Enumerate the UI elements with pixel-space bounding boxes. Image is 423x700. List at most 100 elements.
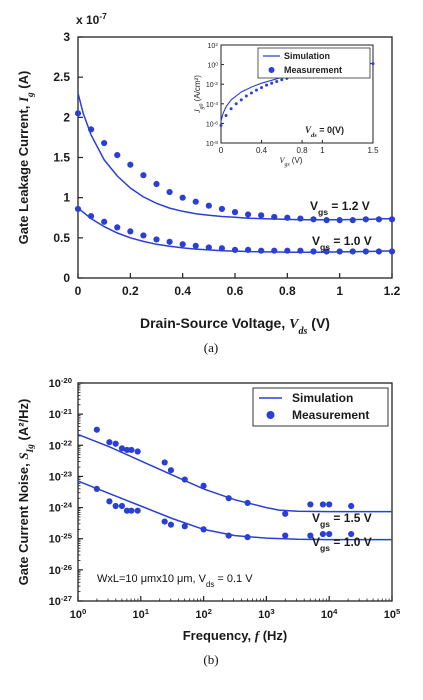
measurement-point-a-0	[127, 161, 134, 168]
measurement-point-b-0	[244, 499, 251, 506]
inset-y-tick-label: 10-2	[206, 81, 218, 90]
inset-measurement-point	[260, 86, 264, 90]
inset-measurement-point	[275, 79, 279, 83]
measurement-point-a-1	[166, 238, 173, 245]
measurement-point-a-1	[349, 248, 356, 255]
legend-dot-b	[266, 411, 275, 419]
y-tick-label-b: 10-22	[49, 438, 72, 453]
y-tick-label-a: 3	[63, 30, 70, 44]
measurement-point-a-1	[362, 248, 369, 255]
y-axis-label-b: Gate Current Noise, SIg (A²/Hz)	[16, 399, 36, 586]
x-tick-label-a: 1	[336, 284, 343, 298]
y-tick-label-a: 1	[63, 191, 70, 205]
inset-measurement-point	[244, 94, 248, 98]
y-multiplier-a: x 10-7	[76, 11, 107, 27]
plot-frame-b	[77, 382, 393, 602]
inset-y-axis-label: Jg0 (A/cm²)	[193, 75, 205, 113]
measurement-point-a-1	[87, 213, 95, 220]
measurement-point-b-1	[200, 526, 207, 533]
legend-box-b	[252, 387, 389, 427]
measurement-point-a-0	[388, 216, 396, 223]
measurement-point-a-1	[127, 228, 134, 235]
measurement-point-b-1	[167, 521, 175, 528]
panel-b: 10-20 10-21 10-22 10-23 10-24 10-25 10-26 10-27…	[16, 376, 401, 644]
measurement-point-b-0	[128, 446, 135, 454]
x-tick-label-b: 104	[321, 607, 338, 622]
measurement-point-b-0	[225, 495, 232, 502]
measurement-point-b-1	[319, 530, 327, 538]
measurement-point-a-0	[336, 217, 343, 224]
inset-measurement-point	[229, 107, 233, 111]
x-tick-label-b: 100	[70, 607, 87, 622]
inset-measurement-point	[280, 78, 284, 82]
measurement-point-a-0	[310, 216, 317, 223]
measurement-point-b-1	[118, 502, 126, 510]
measurement-point-a-1	[114, 224, 121, 231]
measurement-point-b-1	[112, 502, 119, 510]
inset-x-axis-label: Vgs (V)	[280, 156, 303, 168]
measurement-point-b-0	[282, 510, 289, 517]
measurement-point-a-0	[284, 214, 291, 221]
measurement-point-a-1	[375, 248, 383, 255]
inset-annotation: Vds = 0(V)	[305, 125, 344, 139]
measurement-point-a-1	[101, 218, 108, 225]
measurement-point-a-0	[362, 216, 369, 223]
inset-measurement-point	[249, 91, 253, 95]
panel-label-b: (b)	[203, 652, 218, 667]
x-axis-label-a: Drain-Source Voltage, Vds (V)	[140, 315, 330, 337]
measurement-point-a-0	[323, 217, 330, 224]
measurement-point-b-0	[106, 439, 113, 446]
measurement-point-a-0	[205, 202, 212, 209]
measurement-point-b-0	[161, 459, 168, 466]
measurement-point-a-1	[310, 248, 317, 255]
x-tick-label-a: 0.2	[122, 284, 139, 298]
x-tick-label-b: 102	[195, 607, 212, 622]
measurement-point-a-1	[271, 247, 278, 254]
inset-x-tick-label: 1.5	[367, 146, 379, 155]
legend-measurement-b: Measurement	[292, 408, 369, 422]
measurement-point-a-0	[258, 212, 265, 219]
inset-measurement-point	[219, 123, 223, 127]
x-tick-label-b: 103	[258, 607, 275, 622]
measurement-point-a-1	[140, 232, 147, 239]
measurement-point-b-1	[181, 523, 188, 530]
inset-x-tick-label: 0.8	[297, 146, 309, 155]
legend-simulation-b: Simulation	[292, 391, 353, 405]
x-tick-label-a: 0.8	[279, 284, 296, 298]
measurement-point-b-0	[112, 440, 119, 447]
measurement-point-b-1	[134, 507, 141, 514]
inset-legend-dot	[268, 67, 275, 73]
measurement-point-a-0	[179, 194, 186, 201]
inset-x-tick-label: 0.4	[256, 146, 268, 155]
measurement-point-b-0	[123, 446, 131, 454]
series-label-b-1: Vgs = 1.0 V	[312, 535, 372, 553]
inset-measurement-point	[224, 114, 228, 118]
panel-label-a: (a)	[204, 340, 218, 355]
y-tick-label-b: 10-23	[49, 469, 72, 484]
x-tick-label-a: 0	[75, 284, 82, 298]
measurement-point-a-0	[87, 126, 95, 133]
y-axis-label-a: Gate Leakage Current, Ig (A)	[16, 71, 36, 245]
series-label-a-1: Vgs = 1.0 V	[312, 234, 372, 252]
simulation-line-b-0	[77, 433, 392, 513]
measurement-point-a-1	[336, 248, 343, 255]
measurement-point-a-1	[231, 246, 239, 253]
inset-chart: 102 100 10-2 10-4 10-6 10-80 0.4 0.8 1 1.5 Vgs (V)…	[193, 42, 379, 169]
noise-annotation: WxL=10 μmx10 μm, Vds = 0.1 V	[97, 573, 253, 589]
measurement-point-a-0	[218, 205, 226, 213]
measurement-point-b-0	[326, 501, 333, 508]
measurement-point-a-1	[323, 248, 330, 255]
inset-legend-simulation: Simulation	[284, 51, 330, 61]
measurement-point-b-1	[106, 498, 113, 505]
measurement-point-a-1	[284, 247, 291, 254]
measurement-point-a-1	[258, 247, 265, 254]
measurement-point-b-1	[348, 530, 355, 538]
y-tick-label-a: 2.5	[53, 70, 70, 84]
measurement-point-a-1	[297, 247, 304, 254]
measurement-point-b-0	[200, 482, 207, 489]
measurement-point-b-1	[326, 530, 333, 538]
measurement-point-a-0	[192, 198, 199, 205]
y-tick-label-b: 10-25	[49, 531, 73, 546]
measurement-point-a-1	[179, 241, 186, 248]
measurement-point-b-1	[225, 532, 232, 539]
